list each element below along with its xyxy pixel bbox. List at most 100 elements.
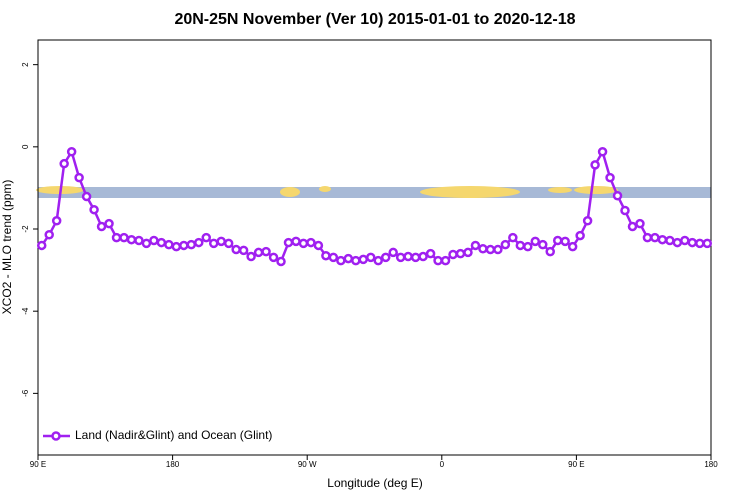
data-point (246, 251, 256, 262)
data-point (478, 243, 488, 254)
map-band (36, 186, 711, 198)
data-point (433, 255, 443, 266)
data-point (455, 248, 466, 259)
data-point (552, 235, 563, 246)
data-point (336, 255, 346, 266)
data-point (358, 254, 369, 265)
data-point (612, 190, 623, 201)
data-point (440, 255, 451, 266)
data-point (276, 256, 286, 267)
legend-label: Land (Nadir&Glint) and Ocean (Glint) (75, 428, 272, 442)
data-point (582, 216, 593, 226)
data-point (567, 241, 578, 252)
data-point (545, 246, 555, 257)
y-tick-label: 0 (21, 144, 30, 149)
data-point (74, 172, 84, 183)
data-point (208, 238, 219, 249)
data-point (380, 252, 391, 263)
data-point (283, 237, 294, 248)
data-point (373, 255, 383, 266)
data-point (418, 251, 428, 262)
y-tick-label: -2 (21, 225, 30, 233)
data-point (171, 241, 182, 252)
data-point (351, 255, 361, 266)
data-point (650, 232, 660, 243)
land (548, 187, 572, 193)
data-point (395, 252, 406, 263)
x-tick-label: 180 (704, 460, 718, 469)
land (319, 186, 331, 192)
data-point (680, 235, 690, 246)
data-point (530, 236, 541, 247)
data-point (51, 216, 62, 226)
data-point (605, 172, 615, 183)
data-point (164, 239, 174, 250)
data-point (657, 234, 668, 245)
data-point (523, 241, 533, 252)
data-point (410, 252, 421, 263)
data-point (66, 147, 77, 157)
land (574, 186, 618, 194)
data-point (635, 218, 645, 229)
legend-marker (51, 431, 61, 441)
data-point (313, 240, 324, 251)
data-point (298, 238, 309, 249)
data-point (59, 158, 69, 169)
data-point (642, 232, 653, 243)
data-point (231, 244, 241, 255)
data-point (36, 240, 47, 251)
x-tick-label: 90 E (30, 460, 46, 469)
x-tick-label: 90 E (568, 460, 584, 469)
data-point (687, 237, 698, 248)
data-point (560, 236, 570, 247)
data-point (620, 205, 630, 216)
data-point (119, 232, 129, 243)
data-point (470, 240, 481, 251)
data-point (485, 244, 496, 255)
data-point (291, 236, 301, 247)
data-point (81, 191, 92, 202)
data-point (590, 160, 600, 170)
data-point (44, 230, 54, 240)
data-point (156, 237, 167, 248)
x-tick-label: 180 (166, 460, 180, 469)
land (280, 187, 300, 197)
data-point (515, 240, 526, 251)
y-axis-label: XCO2 - MLO trend (ppm) (0, 180, 14, 315)
y-tick-label: 2 (21, 62, 30, 67)
chart-title: 20N-25N November (Ver 10) 2015-01-01 to … (174, 11, 575, 28)
data-point (268, 252, 279, 263)
data-point (672, 237, 683, 248)
x-tick-label: 0 (440, 460, 445, 469)
data-point (627, 221, 638, 232)
data-point (500, 239, 511, 250)
data-point (223, 238, 234, 249)
data-point (702, 238, 713, 249)
data-point (508, 232, 518, 243)
data-point (306, 237, 316, 248)
data-point (366, 252, 376, 263)
data-point (403, 251, 413, 262)
data-point (575, 230, 585, 241)
data-point (597, 147, 608, 157)
data-point (343, 253, 354, 264)
data-point (216, 236, 226, 247)
data-point (179, 240, 189, 251)
data-point (186, 239, 197, 250)
map-strip (38, 187, 711, 198)
data-point (388, 247, 398, 258)
y-tick-label: -6 (21, 389, 30, 397)
x-axis-label: Longitude (deg E) (327, 476, 422, 490)
data-point (104, 218, 114, 229)
data-point (96, 221, 107, 232)
land (420, 186, 520, 198)
data-point (238, 245, 249, 256)
data-point (261, 246, 271, 257)
data-point (126, 234, 137, 245)
data-point (321, 250, 331, 261)
data-point (201, 232, 211, 243)
data-point (253, 247, 264, 258)
data-point (149, 235, 159, 246)
